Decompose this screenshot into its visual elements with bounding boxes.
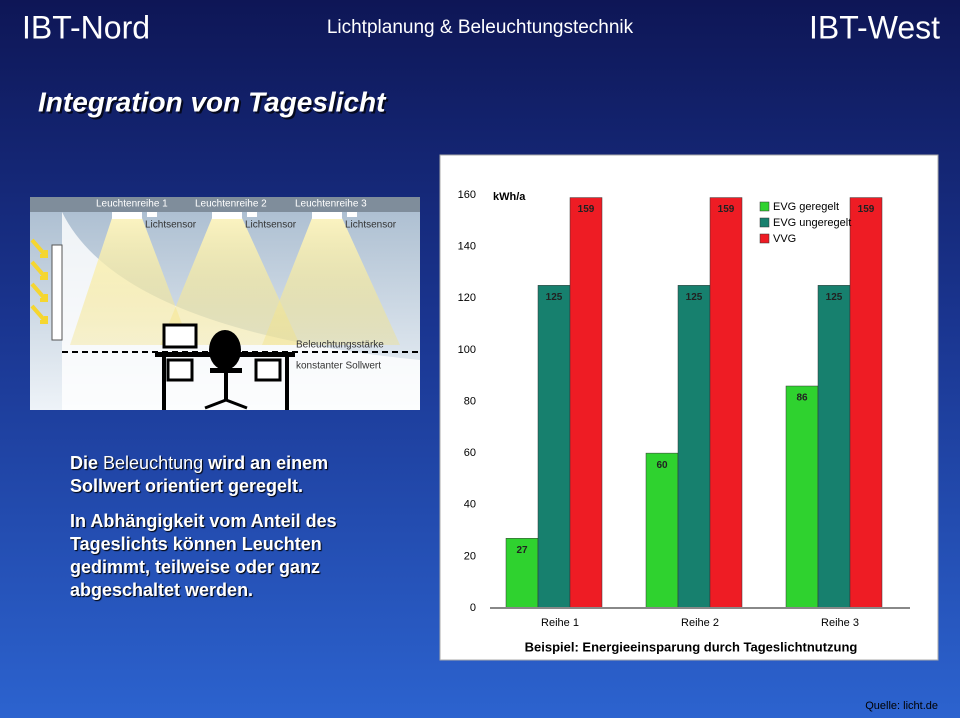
light-cone xyxy=(70,218,190,345)
legend-label: EVG ungeregelt xyxy=(773,217,851,229)
value-label: 60 xyxy=(656,460,668,471)
illustration: Leuchtenreihe 1 Leuchtenreihe 2 Leuchten… xyxy=(30,197,420,410)
sensor-label: Lichtsensor xyxy=(145,220,197,231)
value-label: 159 xyxy=(858,204,875,215)
title: Integration von Tageslicht xyxy=(38,86,387,117)
bar xyxy=(849,197,883,609)
legend-swatch xyxy=(759,201,770,212)
body-text: Die Beleuchtung wird an einem Sollwert o… xyxy=(70,452,400,614)
sensor xyxy=(247,212,257,217)
bar xyxy=(709,197,743,609)
luminaire xyxy=(312,212,342,219)
value-label: 125 xyxy=(546,292,563,303)
logo-left: IBT-Nord xyxy=(22,9,150,45)
title-shadow: Integration von Tageslicht xyxy=(40,88,389,119)
sun-arrows xyxy=(30,238,48,324)
header-center: Lichtplanung & Beleuchtungstechnik xyxy=(327,17,634,38)
window xyxy=(51,244,63,341)
note: Beleuchtungsstärke xyxy=(296,340,384,351)
value-label: 159 xyxy=(578,204,595,215)
sensor xyxy=(347,212,357,217)
y-tick-label: 40 xyxy=(464,499,476,511)
bar xyxy=(505,538,539,609)
sensor-label: Lichtsensor xyxy=(345,220,397,231)
light-cone xyxy=(262,218,400,345)
workplace xyxy=(155,323,295,410)
chart-title: Beispiel: Energieeinsparung durch Tagesl… xyxy=(525,639,858,654)
y-tick-label: 60 xyxy=(464,447,476,459)
sensor xyxy=(147,212,157,217)
luminaire xyxy=(112,212,142,219)
ceiling xyxy=(30,197,420,212)
y-tick-label: 160 xyxy=(458,189,476,201)
text: Beleuchtung xyxy=(103,453,204,473)
y-tick-label: 100 xyxy=(458,344,476,356)
text: Die xyxy=(70,453,99,473)
value-label: 159 xyxy=(718,204,735,215)
row-label: Leuchtenreihe 2 xyxy=(195,199,267,210)
y-tick-label: 120 xyxy=(458,292,476,304)
x-tick-label: Reihe 1 xyxy=(541,617,579,629)
legend-swatch xyxy=(759,233,770,244)
luminaire xyxy=(212,212,242,219)
light-cone xyxy=(160,218,300,345)
bar xyxy=(677,285,711,609)
value-label: 125 xyxy=(686,292,703,303)
value-label: 125 xyxy=(826,292,843,303)
x-tick-label: Reihe 3 xyxy=(821,617,859,629)
paragraph: In Abhängigkeit vom Anteil des Tageslich… xyxy=(70,511,337,600)
value-label: 86 xyxy=(796,393,808,404)
y-axis-label: kWh/a xyxy=(493,191,526,203)
text: wird an einem Sollwert orientiert gerege… xyxy=(70,453,329,496)
y-tick-label: 80 xyxy=(464,395,476,407)
x-tick-label: Reihe 2 xyxy=(681,617,719,629)
logo-right: IBT-West xyxy=(809,9,940,45)
paragraph: Die Beleuchtung wird an einem Sollwert o… xyxy=(70,452,400,498)
legend-swatch xyxy=(759,217,770,228)
value-label: 27 xyxy=(516,545,528,556)
y-tick-label: 140 xyxy=(458,241,476,253)
y-tick-label: 20 xyxy=(464,550,476,562)
bar xyxy=(569,197,603,609)
source: Quelle: licht.de xyxy=(865,700,938,712)
legend-label: EVG geregelt xyxy=(773,201,839,213)
daylight-curve xyxy=(62,212,420,410)
bar xyxy=(785,385,819,609)
y-tick-label: 0 xyxy=(470,602,476,614)
bar xyxy=(645,452,679,609)
bar xyxy=(817,285,851,609)
bar xyxy=(537,285,571,609)
legend-label: VVG xyxy=(773,233,796,245)
note: konstanter Sollwert xyxy=(296,361,381,372)
row-label: Leuchtenreihe 1 xyxy=(96,199,168,210)
row-label: Leuchtenreihe 3 xyxy=(295,199,367,210)
sensor-label: Lichtsensor xyxy=(245,220,297,231)
